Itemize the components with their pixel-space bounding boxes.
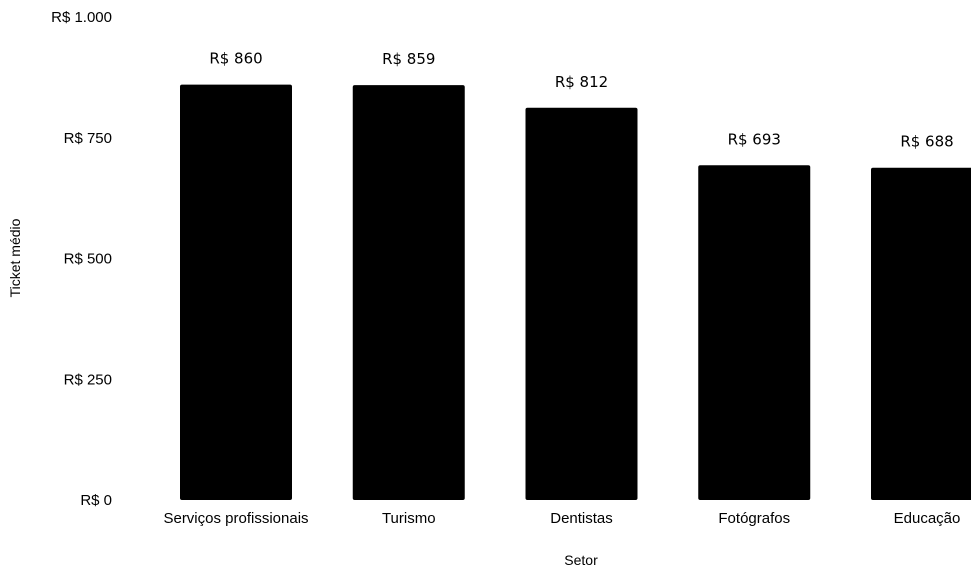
bar xyxy=(698,165,811,500)
bar-series xyxy=(180,84,971,501)
y-tick-label: R$ 1.000 xyxy=(51,9,112,26)
bar xyxy=(525,107,638,500)
x-axis-ticks: Serviços profissionais Turismo Dentistas Fo… xyxy=(163,510,960,527)
bar-data-labels: R$ 860 R$ 859 R$ 812 R$ 693 R$ 688 xyxy=(209,50,953,151)
x-tick-label: Dentistas xyxy=(550,510,613,527)
x-tick-label: Serviços profissionais xyxy=(163,510,308,527)
bar-value-label: R$ 860 xyxy=(209,50,262,68)
y-tick-label: R$ 0 xyxy=(80,492,112,509)
bar-value-label: R$ 693 xyxy=(728,130,781,148)
bar xyxy=(871,167,971,500)
y-tick-label: R$ 500 xyxy=(64,251,112,268)
y-tick-label: R$ 750 xyxy=(64,130,112,147)
x-tick-label: Turismo xyxy=(382,510,436,527)
bar-value-label: R$ 859 xyxy=(382,50,435,68)
y-axis-title: Ticket médio xyxy=(7,218,23,297)
bar xyxy=(352,85,465,500)
bar-value-label: R$ 812 xyxy=(555,73,608,91)
x-tick-label: Fotógrafos xyxy=(718,510,790,527)
x-tick-label: Educação xyxy=(894,510,961,527)
y-tick-label: R$ 250 xyxy=(64,371,112,388)
bar xyxy=(180,84,292,501)
y-axis-ticks: R$ 0 R$ 250 R$ 500 R$ 750 R$ 1.000 xyxy=(51,9,112,509)
bar-value-label: R$ 688 xyxy=(900,133,953,151)
x-axis-title: Setor xyxy=(564,552,598,566)
